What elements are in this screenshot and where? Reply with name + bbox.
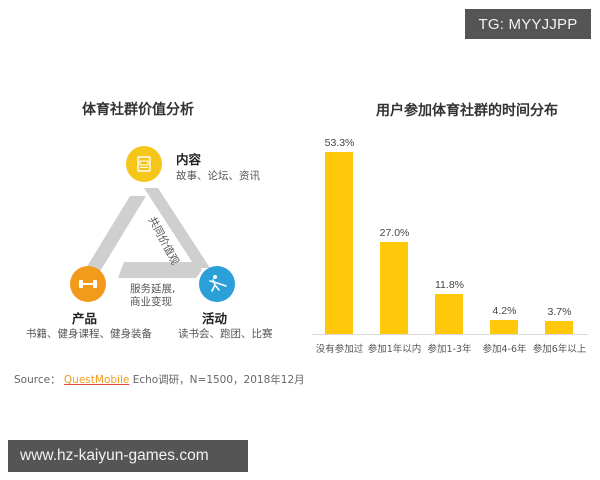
bar-value-label: 3.7% [547,306,572,318]
product-node-title: 产品 [72,311,98,326]
bar-group: 4.2% 参加4-6年 [477,130,532,355]
bar-category-label: 没有参加过 [315,344,364,355]
bar-value-label: 53.3% [324,137,355,149]
bar-group: 3.7% 参加6年以上 [532,130,587,355]
content-node-desc: 故事、论坛、资讯 [176,170,260,182]
bar-category-label: 参加1年以内 [367,344,422,355]
bar-value-label: 11.8% [435,279,464,291]
bar-value-label: 27.0% [379,227,410,239]
bar-group: 53.3% 没有参加过 [312,130,367,355]
bar [380,242,408,334]
bar-value-label: 4.2% [492,305,517,317]
bar [545,321,573,334]
bar [490,320,518,334]
activity-node-icon [199,266,235,302]
content-node-title: 内容 [176,152,202,167]
product-node-icon [70,266,106,302]
bar [325,152,353,334]
tg-watermark: TG: MYYJJPP [465,9,591,39]
product-node-desc: 书籍、健身课程、健身装备 [26,328,152,340]
center-label-line1: 服务延展, [130,283,176,295]
bar-group: 11.8% 参加1-3年 [422,130,477,355]
dumbbell-icon [79,280,97,288]
service-extension-label: 服务延展, 商业变现 [130,283,175,309]
x-axis-line [312,334,588,335]
chart-title: 用户参加体育社群的时间分布 [376,103,558,119]
source-note: Source： QuestMobile Echo调研，N=1500，2018年1… [14,372,305,387]
source-prefix: Source： [14,374,61,386]
bar [435,294,463,334]
source-suffix: Echo调研，N=1500，2018年12月 [132,374,305,386]
left-panel-title: 体育社群价值分析 [82,102,194,118]
activity-node-desc: 读书会、跑团、比赛 [178,328,273,340]
document-icon [137,156,151,172]
activity-node-title: 活动 [202,311,228,326]
bar-category-label: 参加1-3年 [427,344,472,355]
bar-category-label: 参加6年以上 [532,344,587,355]
url-watermark: www.hz-kaiyun-games.com [8,440,248,472]
value-triangle-diagram: 内容 故事、论坛、资讯 产品 书籍、健身课程、健身装备 活动 读书会、跑团、比赛… [0,0,300,360]
bar-chart: 53.3% 没有参加过 27.0% 参加1年以内 11.8% 参加1-3年 4.… [312,130,592,360]
source-brand: QuestMobile [63,374,130,386]
content-node-icon [126,146,162,182]
center-label-line2: 商业变现 [130,296,172,308]
bar-category-label: 参加4-6年 [482,344,527,355]
bar-group: 27.0% 参加1年以内 [367,130,422,355]
triangle-shape [80,188,210,278]
runner-icon [209,275,227,292]
